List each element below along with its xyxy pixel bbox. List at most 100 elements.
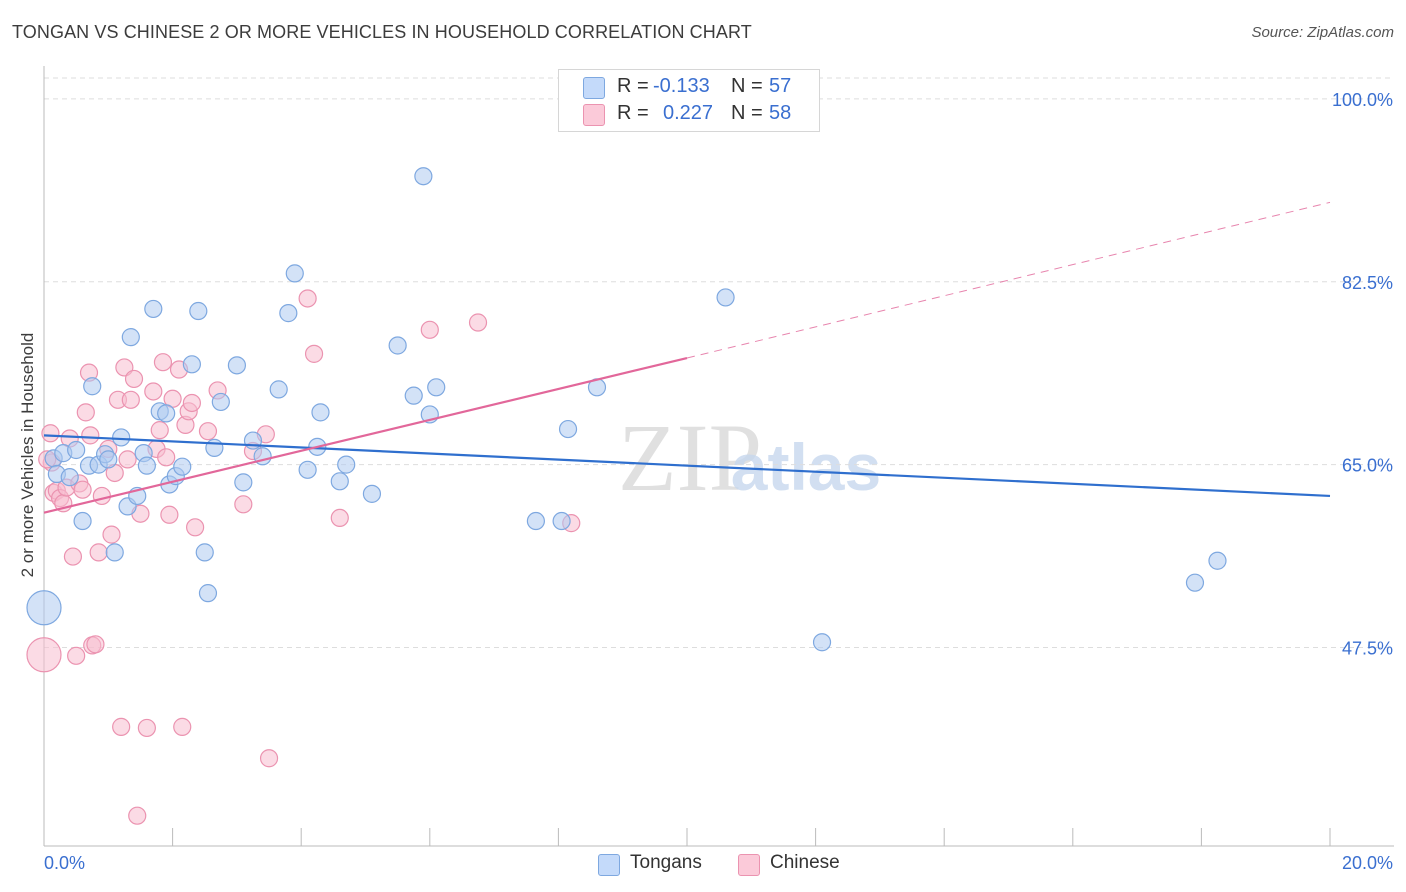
chinese-r-label: R = xyxy=(617,102,649,124)
tongan-point xyxy=(144,299,163,319)
tongan-point xyxy=(526,511,545,531)
chinese-point xyxy=(76,403,95,422)
chinese-point xyxy=(186,518,205,537)
chinese-point xyxy=(160,505,179,524)
tongans-swatch xyxy=(583,77,605,99)
chinese-point xyxy=(150,421,169,440)
tongan-point xyxy=(279,304,298,323)
y-tick-label: 100.0% xyxy=(1332,90,1393,110)
tongan-point xyxy=(157,404,176,423)
y-tick-label: 82.5% xyxy=(1342,273,1393,293)
tongans-trend-line xyxy=(43,434,1331,498)
tongan-point xyxy=(285,264,304,283)
chinese-swatch xyxy=(583,104,605,126)
chinese-point xyxy=(121,390,140,409)
chinese-point xyxy=(67,646,86,665)
tongan-point xyxy=(1208,551,1227,570)
chart-title: TONGAN VS CHINESE 2 OR MORE VEHICLES IN … xyxy=(12,22,752,42)
tongan-point xyxy=(198,584,218,603)
chinese-n-label: N = xyxy=(731,102,763,124)
chinese-trend-line xyxy=(43,356,688,514)
chinese-point xyxy=(234,495,253,514)
tongan-point xyxy=(211,392,230,412)
tongan-point xyxy=(121,328,140,347)
chinese-point xyxy=(102,525,121,544)
chinese-point xyxy=(330,508,349,528)
chinese-point xyxy=(26,637,62,673)
chinese-point xyxy=(92,486,111,506)
tongan-point xyxy=(552,511,571,531)
chinese-point xyxy=(137,718,156,738)
tongan-point xyxy=(67,440,86,460)
chinese-point xyxy=(112,717,131,736)
chinese-point xyxy=(81,426,100,445)
chinese-point xyxy=(259,749,279,768)
tongan-point xyxy=(83,377,102,396)
chinese-r-value: 0.227 xyxy=(663,102,714,124)
tongans-n-value: 57 xyxy=(769,75,792,97)
tongans-n-label: N = xyxy=(731,75,763,97)
tongan-point xyxy=(388,336,407,355)
tongan-point xyxy=(1185,573,1205,592)
tongan-point xyxy=(269,380,288,399)
chinese-point xyxy=(86,635,105,654)
chinese-point xyxy=(304,344,324,363)
chinese-point xyxy=(128,806,147,825)
watermark-zip: ZIP xyxy=(618,404,762,511)
tongan-point xyxy=(137,456,156,475)
y-tick-label: 65.0% xyxy=(1342,456,1393,476)
tongans-legend-label: Tongans xyxy=(630,852,702,873)
correlation-legend: R = -0.133 N = 57 R = 0.227 N = 58 xyxy=(558,69,820,132)
chinese-point xyxy=(420,320,439,339)
tongan-point xyxy=(227,356,246,375)
chinese-point xyxy=(153,353,173,372)
tongan-point xyxy=(105,543,124,562)
tongan-point xyxy=(189,301,208,321)
chinese-point xyxy=(73,480,92,499)
tongans-r-value: -0.133 xyxy=(653,75,710,97)
tongan-point xyxy=(112,428,131,447)
chinese-point xyxy=(144,382,163,401)
chinese-point xyxy=(89,543,108,562)
x-tick-label-min: 0.0% xyxy=(44,853,85,873)
chinese-point xyxy=(198,422,218,441)
chinese-point xyxy=(173,717,192,736)
chinese-point xyxy=(63,547,83,566)
tongan-point xyxy=(414,167,433,186)
source-label: Source: ZipAtlas.com xyxy=(1251,24,1394,41)
tongan-point xyxy=(234,473,253,492)
tongan-point xyxy=(26,590,62,626)
tongan-point xyxy=(558,419,578,439)
tongan-point xyxy=(182,355,201,374)
chinese-legend-swatch xyxy=(738,854,760,876)
chinese-point xyxy=(157,448,176,467)
x-tick-label-max: 20.0% xyxy=(1342,853,1393,873)
watermark-atlas: atlas xyxy=(731,430,881,504)
tongans-legend-swatch xyxy=(598,854,620,876)
tongan-point xyxy=(195,543,214,562)
tongan-point xyxy=(716,288,735,307)
chinese-n-value: 58 xyxy=(769,102,792,124)
tongan-point xyxy=(205,438,224,457)
y-tick-label: 47.5% xyxy=(1342,638,1393,658)
tongan-point xyxy=(362,484,382,503)
chinese-point xyxy=(182,393,201,413)
chinese-point xyxy=(298,289,317,308)
chinese-point xyxy=(468,313,488,332)
tongan-point xyxy=(812,633,832,652)
tongan-point xyxy=(404,386,423,405)
tongan-point xyxy=(73,511,92,531)
tongan-point xyxy=(337,455,356,474)
chinese-trend-extension xyxy=(686,201,1331,359)
chinese-point xyxy=(41,424,60,443)
tongan-point xyxy=(99,450,118,469)
tongan-point xyxy=(330,472,349,491)
chinese-point xyxy=(118,450,137,469)
tongan-point xyxy=(427,378,446,397)
chinese-legend-label: Chinese xyxy=(770,852,840,873)
chinese-point xyxy=(124,369,144,389)
tongan-point xyxy=(311,403,330,422)
tongan-point xyxy=(298,460,317,479)
tongan-point xyxy=(60,468,79,487)
